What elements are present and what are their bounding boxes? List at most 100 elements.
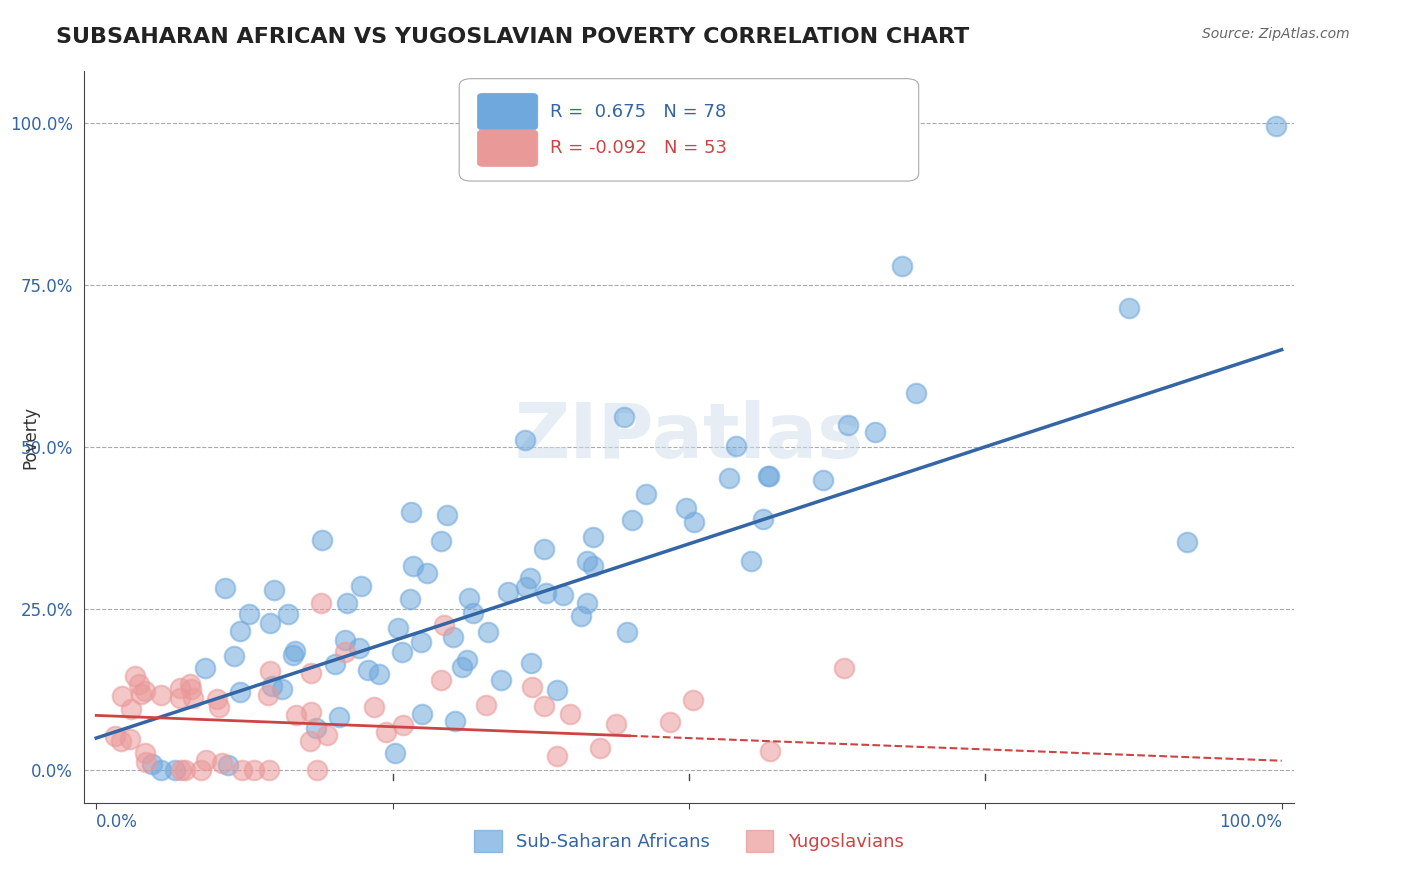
Point — [575, 554, 598, 568]
Point — [515, 580, 537, 594]
Point — [863, 425, 886, 439]
Point — [305, 722, 328, 736]
Point — [149, 688, 172, 702]
Point — [180, 682, 202, 697]
Point — [391, 645, 413, 659]
Point — [463, 606, 485, 620]
Point — [724, 439, 747, 453]
Point — [582, 558, 605, 573]
Point — [181, 691, 204, 706]
Point — [335, 632, 357, 647]
Point — [124, 668, 146, 682]
Point — [336, 596, 359, 610]
Point — [458, 591, 481, 605]
Point — [519, 571, 541, 585]
Point — [194, 753, 217, 767]
Point — [141, 757, 163, 772]
FancyBboxPatch shape — [478, 94, 538, 130]
Text: 100.0%: 100.0% — [1219, 813, 1282, 830]
Point — [120, 732, 142, 747]
Point — [316, 728, 339, 742]
Point — [415, 566, 437, 580]
Point — [211, 756, 233, 770]
Point — [682, 516, 704, 530]
Point — [311, 533, 333, 547]
Point — [208, 699, 231, 714]
Point — [277, 607, 299, 621]
Point — [433, 618, 456, 632]
Point — [546, 748, 568, 763]
Point — [259, 664, 281, 678]
Point — [224, 648, 246, 663]
Point — [758, 744, 780, 758]
Point — [429, 673, 451, 688]
Point — [621, 513, 644, 527]
Text: Source: ZipAtlas.com: Source: ZipAtlas.com — [1202, 27, 1350, 41]
Point — [411, 707, 433, 722]
Point — [581, 530, 603, 544]
Point — [513, 433, 536, 447]
Point — [229, 685, 252, 699]
Point — [616, 624, 638, 639]
Point — [284, 644, 307, 658]
Point — [534, 586, 557, 600]
Point — [430, 533, 453, 548]
Point — [104, 730, 127, 744]
Point — [169, 681, 191, 695]
Point — [134, 755, 156, 769]
Point — [444, 714, 467, 728]
Point — [169, 691, 191, 706]
Point — [891, 259, 914, 273]
Point — [546, 683, 568, 698]
Point — [409, 634, 432, 648]
Point — [569, 609, 592, 624]
Point — [194, 661, 217, 675]
Text: ZIPatlas: ZIPatlas — [515, 401, 863, 474]
Point — [450, 659, 472, 673]
Point — [256, 688, 278, 702]
Text: R =  0.675   N = 78: R = 0.675 N = 78 — [550, 103, 725, 120]
Text: Poverty: Poverty — [21, 406, 39, 468]
Point — [402, 559, 425, 574]
Point — [634, 487, 657, 501]
Point — [475, 698, 498, 713]
FancyBboxPatch shape — [460, 78, 918, 181]
Point — [533, 541, 555, 556]
Point — [391, 718, 413, 732]
Point — [243, 764, 266, 778]
Point — [489, 673, 512, 688]
Point — [399, 592, 422, 607]
Point — [149, 764, 172, 778]
Point — [905, 385, 928, 400]
Point — [307, 764, 329, 778]
Point — [299, 665, 322, 680]
Point — [323, 657, 346, 671]
Point — [387, 621, 409, 635]
Point — [110, 733, 132, 747]
Point — [367, 667, 389, 681]
Point — [605, 716, 627, 731]
Point — [283, 648, 305, 662]
Point — [111, 690, 134, 704]
Point — [238, 607, 260, 621]
Point — [752, 512, 775, 526]
Point — [298, 733, 321, 747]
Point — [231, 764, 253, 778]
Point — [477, 624, 499, 639]
Point — [740, 554, 762, 568]
FancyBboxPatch shape — [478, 130, 538, 167]
Point — [758, 468, 780, 483]
Point — [134, 683, 156, 698]
Point — [589, 741, 612, 756]
Point — [357, 664, 380, 678]
Text: SUBSAHARAN AFRICAN VS YUGOSLAVIAN POVERTY CORRELATION CHART: SUBSAHARAN AFRICAN VS YUGOSLAVIAN POVERT… — [56, 27, 970, 46]
Point — [134, 746, 156, 760]
Point — [217, 758, 239, 772]
Point — [349, 641, 371, 656]
Point — [263, 582, 285, 597]
Point — [363, 699, 385, 714]
Point — [560, 706, 582, 721]
Point — [214, 582, 236, 596]
Point — [229, 624, 252, 639]
Point — [441, 630, 464, 644]
